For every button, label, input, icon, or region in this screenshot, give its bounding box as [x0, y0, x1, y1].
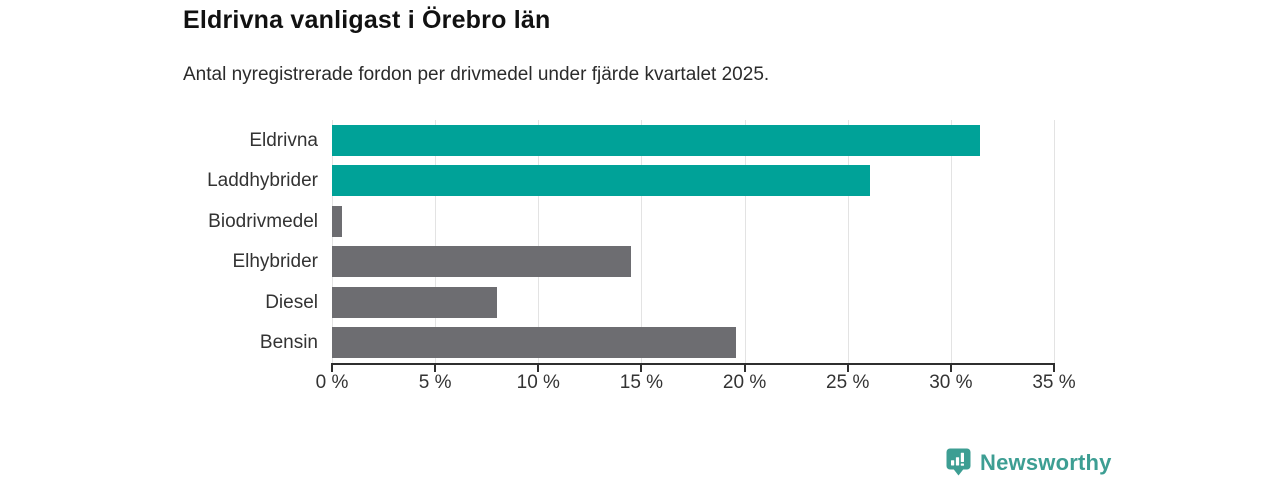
x-tick-0: [331, 365, 333, 372]
category-label-biodrivmedel: Biodrivmedel: [208, 210, 318, 232]
x-tick-label-20: 20 %: [722, 372, 767, 393]
gridline-25: [847, 120, 849, 363]
bar-bensin: [332, 327, 737, 359]
x-tick-label-25: 25 %: [826, 372, 870, 393]
category-label-laddhybrider: Laddhybrider: [207, 170, 318, 192]
plot-area: [332, 120, 1055, 363]
gridline-0: [332, 120, 333, 363]
chart-title: Eldrivna vanligast i Örebro län: [183, 6, 551, 34]
x-tick-label-15: 15 %: [619, 372, 664, 393]
x-tick-label-35: 35 %: [1032, 372, 1076, 393]
x-tick-label-30: 30 %: [929, 372, 973, 393]
gridline-10: [538, 120, 540, 363]
gridline-30: [950, 120, 952, 363]
gridline-35: [1054, 120, 1055, 363]
x-tick-label-0: 0 %: [315, 372, 349, 393]
x-axis-line: [331, 363, 1055, 365]
x-tick-35: [1053, 365, 1055, 372]
x-tick-5: [434, 365, 437, 372]
chart-subtitle: Antal nyregistrerade fordon per drivmede…: [183, 64, 770, 85]
x-tick-30: [949, 365, 952, 372]
bar-elhybrider: [332, 246, 632, 278]
bar-eldrivna: [332, 124, 980, 156]
x-tick-label-10: 10 %: [516, 372, 560, 393]
x-tick-10: [537, 365, 540, 372]
x-tick-25: [846, 365, 849, 372]
gridline-20: [744, 120, 746, 363]
gridline-15: [641, 120, 643, 363]
category-label-eldrivna: Eldrivna: [249, 129, 318, 151]
bar-biodrivmedel: [332, 205, 343, 237]
x-tick-15: [640, 365, 643, 372]
x-tick-20: [743, 365, 746, 372]
newsworthy-logo: Newsworthy: [946, 448, 1112, 477]
bar-chart-speech-bubble-icon: [946, 448, 971, 477]
bar-laddhybrider: [332, 165, 871, 197]
newsworthy-logo-text: Newsworthy: [980, 449, 1112, 475]
category-label-diesel: Diesel: [265, 291, 318, 313]
category-label-bensin: Bensin: [259, 332, 318, 354]
bar-diesel: [332, 286, 498, 318]
category-label-elhybrider: Elhybrider: [232, 251, 318, 273]
x-tick-label-5: 5 %: [418, 372, 452, 393]
gridline-5: [435, 120, 437, 363]
